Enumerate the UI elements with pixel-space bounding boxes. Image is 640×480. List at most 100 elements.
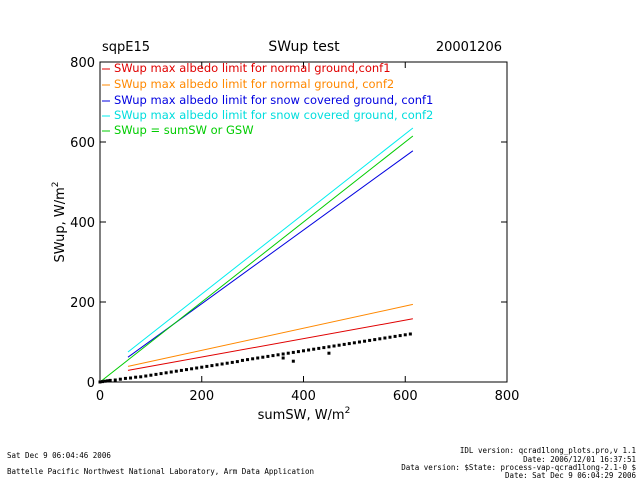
- data-point: [291, 350, 295, 354]
- data-point: [149, 373, 153, 377]
- data-point: [357, 340, 361, 344]
- data-point: [261, 355, 265, 359]
- data-point: [134, 375, 138, 379]
- data-point: [220, 362, 224, 366]
- series-line-swup-sumsw: [99, 135, 414, 383]
- data-point: [256, 356, 260, 360]
- y-tick-label: 200: [70, 296, 95, 311]
- data-point: [144, 374, 148, 378]
- data-point: [159, 372, 163, 376]
- x-tick-label: 800: [495, 389, 520, 404]
- y-tick-label: 800: [70, 56, 95, 71]
- data-point: [240, 358, 244, 362]
- y-axis-label: SWup, W/m2: [51, 181, 68, 262]
- data-point: [215, 363, 219, 367]
- data-point: [327, 351, 331, 355]
- data-point: [174, 369, 178, 373]
- data-point: [113, 378, 117, 382]
- data-point: [383, 336, 387, 340]
- data-point: [271, 354, 275, 358]
- data-point: [195, 366, 199, 370]
- data-point: [266, 354, 270, 358]
- data-point: [210, 364, 214, 368]
- data-point: [281, 356, 285, 360]
- legend-label: SWup = sumSW or GSW: [114, 123, 254, 137]
- data-points: [98, 332, 412, 384]
- data-point: [164, 371, 168, 375]
- data-point: [393, 334, 397, 338]
- x-axis-label-superscript: 2: [345, 406, 351, 416]
- series-line-normal-ground-conf2: [127, 303, 413, 367]
- data-point: [337, 343, 341, 347]
- footer-timestamp: Sat Dec 9 06:04:46 2006: [7, 451, 111, 460]
- data-point: [169, 370, 173, 374]
- data-point: [312, 347, 316, 351]
- data-point: [322, 346, 326, 350]
- data-point: [388, 335, 392, 339]
- legend-entry-normal-conf1: SWup max albedo limit for normal ground,…: [102, 61, 391, 75]
- y-tick-label: 400: [70, 216, 95, 231]
- footer-data-version: Data version: $State: process-vap-qcrad1…: [401, 463, 636, 472]
- data-point: [363, 339, 367, 343]
- y-axis-label-text: SWup, W/m: [53, 187, 68, 262]
- x-tick-label: 600: [393, 389, 418, 404]
- data-point: [286, 351, 290, 355]
- footer-idl-date: Date: 2006/12/01 16:37:51: [523, 455, 636, 464]
- x-tick-label: 0: [96, 389, 104, 404]
- footer-data-date: Date: Sat Dec 9 06:04:29 2006: [505, 471, 636, 480]
- data-point: [291, 359, 295, 363]
- data-point: [205, 364, 209, 368]
- data-point: [200, 365, 204, 369]
- footer-idl-version: IDL version: qcrad1long_plots.pro,v 1.1: [459, 446, 636, 455]
- legend-entry-snow-conf1: SWup max albedo limit for snow covered g…: [102, 93, 433, 107]
- data-point: [332, 344, 336, 348]
- date-label: 20001206: [436, 40, 502, 55]
- data-point: [106, 379, 110, 383]
- data-point: [108, 378, 112, 382]
- data-point: [246, 358, 250, 362]
- legend-label: SWup max albedo limit for normal ground,…: [114, 77, 394, 91]
- axis-ticks: 0 200 400 600 800 0 200 400 600 800: [70, 56, 519, 404]
- legend-label: SWup max albedo limit for normal ground,…: [114, 61, 391, 75]
- footer-lab-credit: Battelle Pacific Northwest National Labo…: [7, 467, 315, 476]
- y-tick-label: 600: [70, 136, 95, 151]
- data-point: [230, 360, 234, 364]
- data-point: [302, 349, 305, 353]
- y-axis-label-superscript: 2: [51, 181, 61, 187]
- legend-label: SWup max albedo limit for snow covered g…: [114, 93, 433, 107]
- site-label: sqpE15: [102, 40, 150, 55]
- data-point: [184, 368, 188, 372]
- series-line-snow-covered-conf2: [127, 127, 414, 353]
- y-tick-label: 0: [87, 376, 95, 391]
- data-point: [139, 375, 143, 379]
- data-point: [352, 341, 356, 345]
- data-point: [190, 367, 194, 371]
- chart-title: SWup test: [268, 39, 340, 55]
- data-point: [129, 376, 133, 380]
- data-point: [327, 345, 331, 349]
- data-point: [225, 361, 229, 365]
- legend-label: SWup max albedo limit for snow covered g…: [114, 108, 433, 122]
- data-point: [235, 360, 239, 364]
- data-point: [403, 333, 407, 337]
- data-point: [251, 357, 255, 361]
- data-point: [296, 350, 300, 354]
- data-point: [408, 332, 412, 336]
- data-point: [378, 337, 382, 341]
- data-point: [373, 338, 377, 342]
- data-point: [123, 376, 127, 380]
- x-axis-label: sumSW, W/m2: [258, 406, 351, 423]
- reference-lines: [99, 127, 414, 383]
- data-point: [118, 377, 122, 381]
- legend-entry-equality: SWup = sumSW or GSW: [102, 123, 254, 137]
- plot-frame: [99, 61, 508, 383]
- legend-entry-normal-conf2: SWup max albedo limit for normal ground,…: [102, 77, 394, 91]
- x-axis-label-text: sumSW, W/m: [258, 408, 345, 423]
- data-point: [103, 379, 107, 383]
- legend-entry-snow-conf2: SWup max albedo limit for snow covered g…: [102, 108, 433, 122]
- data-point: [317, 346, 321, 350]
- x-tick-label: 200: [189, 389, 214, 404]
- data-point: [342, 342, 346, 346]
- data-point: [347, 342, 351, 346]
